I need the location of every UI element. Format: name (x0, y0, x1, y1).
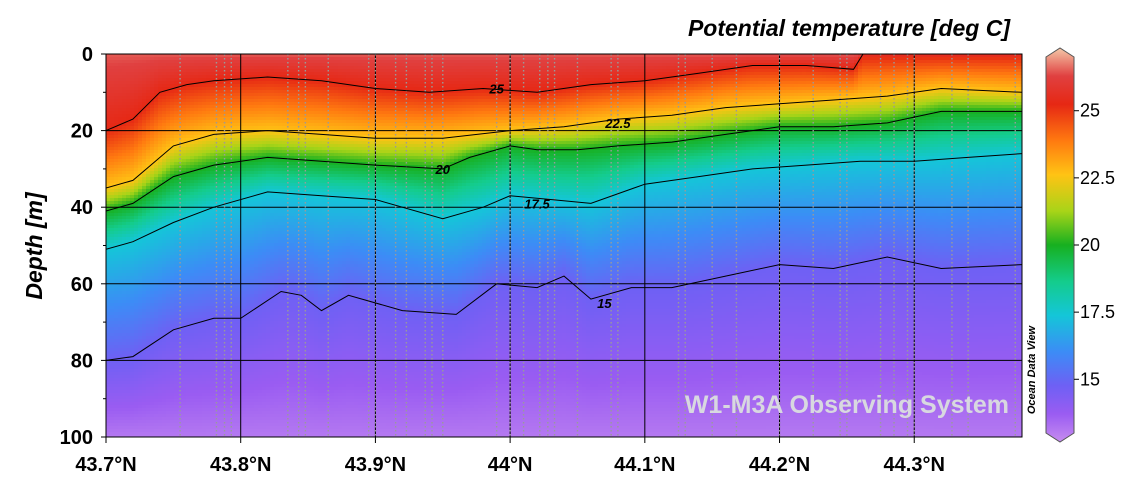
chart-title: Potential temperature [deg C] (688, 15, 1011, 41)
temperature-field (106, 54, 1023, 439)
y-axis-label: Depth [m] (21, 191, 47, 300)
